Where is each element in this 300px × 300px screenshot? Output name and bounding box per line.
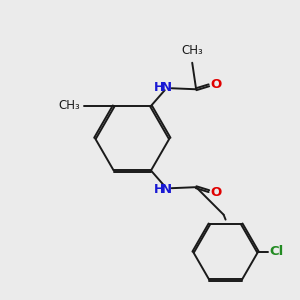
Text: O: O <box>210 78 221 91</box>
Text: O: O <box>210 186 221 199</box>
Text: N: N <box>161 183 172 196</box>
Text: N: N <box>161 81 172 94</box>
Text: CH₃: CH₃ <box>181 44 203 57</box>
Text: CH₃: CH₃ <box>58 99 80 112</box>
Text: H: H <box>154 81 164 94</box>
Text: Cl: Cl <box>269 245 284 259</box>
Text: H: H <box>154 183 164 196</box>
